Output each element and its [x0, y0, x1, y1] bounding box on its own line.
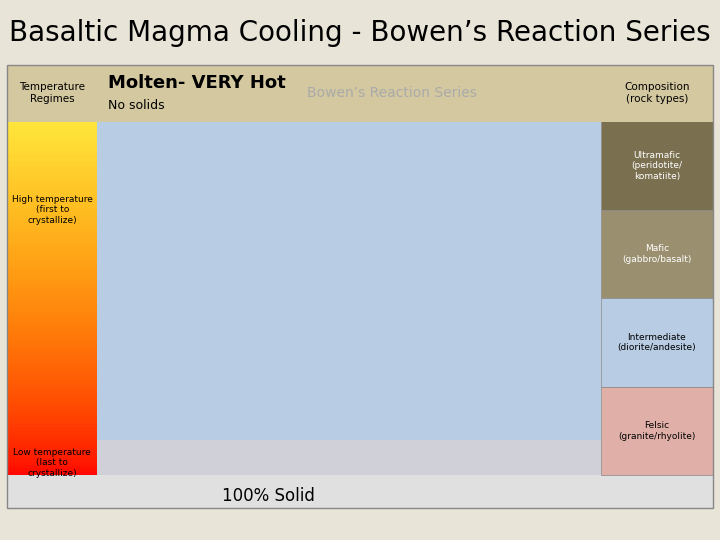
- Text: Potassium feldspar: Potassium feldspar: [356, 441, 463, 451]
- Text: Molten- Not so hot: Molten- Not so hot: [102, 447, 277, 465]
- Text: Sodium-
rich: Sodium- rich: [465, 366, 511, 387]
- Text: Basaltic Magma Cooling - Bowen’s Reaction Series: Basaltic Magma Cooling - Bowen’s Reactio…: [9, 19, 711, 47]
- Text: Biotite mica: Biotite mica: [319, 300, 386, 309]
- Text: Olivine: Olivine: [168, 127, 207, 137]
- Polygon shape: [243, 245, 338, 345]
- Polygon shape: [298, 291, 366, 383]
- Text: High temperature
(first to
crystallize): High temperature (first to crystallize): [12, 195, 93, 225]
- Polygon shape: [337, 120, 502, 402]
- Text: First mineral to crystallize out: First mineral to crystallize out: [264, 142, 430, 152]
- Text: Quartz: Quartz: [391, 464, 428, 474]
- FancyBboxPatch shape: [314, 442, 505, 451]
- Text: No solids: No solids: [108, 98, 165, 112]
- Text: Plagioclase feldspar
Continuous Series
of Crystallization: Plagioclase feldspar Continuous Series o…: [401, 228, 469, 321]
- Text: Cooling magma: Cooling magma: [48, 260, 57, 336]
- Text: Bowen’s Reaction Series: Bowen’s Reaction Series: [307, 86, 477, 100]
- Text: Low temperature
(last to
crystallize): Low temperature (last to crystallize): [14, 448, 91, 478]
- Text: Mafic
(gabbro/basalt): Mafic (gabbro/basalt): [622, 245, 692, 264]
- Text: Composition
(rock types): Composition (rock types): [624, 82, 690, 104]
- Text: Pyroxene: Pyroxene: [218, 194, 269, 204]
- Text: +: +: [403, 456, 416, 471]
- Text: 100% Solid: 100% Solid: [222, 487, 315, 505]
- FancyBboxPatch shape: [314, 464, 505, 474]
- Text: Felsic
(granite/rhyolite): Felsic (granite/rhyolite): [618, 421, 696, 441]
- Text: Amphibole: Amphibole: [269, 252, 328, 262]
- FancyBboxPatch shape: [314, 454, 505, 463]
- Polygon shape: [153, 139, 253, 239]
- Text: Ultramafic
(peridotite/
komatiite): Ultramafic (peridotite/ komatiite): [631, 151, 683, 180]
- Text: Temperature
Regimes: Temperature Regimes: [19, 82, 85, 104]
- Polygon shape: [203, 193, 297, 294]
- Text: Discontinuous Series
of Crystallization: Discontinuous Series of Crystallization: [174, 246, 242, 335]
- Text: +: +: [403, 444, 416, 460]
- Text: Muscovite mica: Muscovite mica: [366, 453, 453, 463]
- Text: Intermediate
(diorite/andesite): Intermediate (diorite/andesite): [618, 333, 696, 352]
- Text: Calcium-
rich: Calcium- rich: [480, 168, 529, 190]
- Text: Molten- VERY Hot: Molten- VERY Hot: [108, 75, 286, 92]
